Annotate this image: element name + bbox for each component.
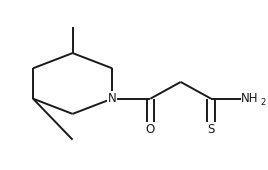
Text: 2: 2 <box>260 98 266 107</box>
Text: O: O <box>146 123 155 136</box>
Text: N: N <box>108 92 117 105</box>
Text: NH: NH <box>241 92 259 105</box>
Text: S: S <box>207 123 215 136</box>
